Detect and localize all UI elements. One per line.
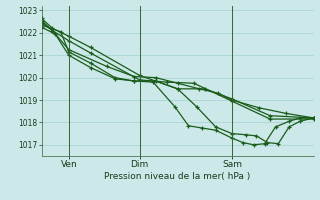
- X-axis label: Pression niveau de la mer( hPa ): Pression niveau de la mer( hPa ): [104, 172, 251, 181]
